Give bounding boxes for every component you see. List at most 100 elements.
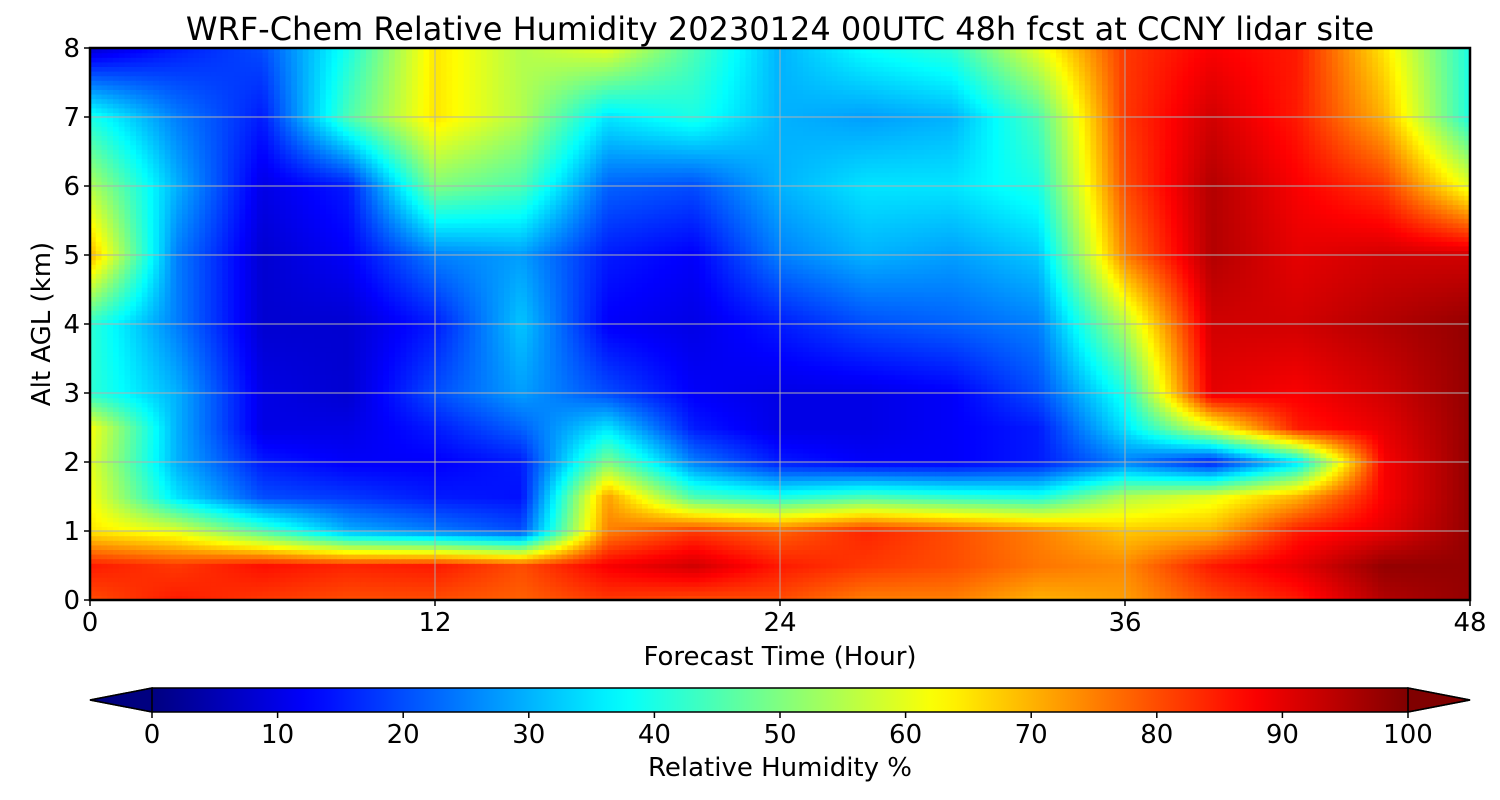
heatmap-cell	[297, 522, 303, 527]
heatmap-cell	[734, 563, 740, 568]
heatmap-cell	[1459, 568, 1465, 573]
heatmap-cell	[297, 563, 303, 568]
heatmap-cell	[1154, 549, 1160, 554]
heatmap-cell	[1407, 568, 1413, 573]
heatmap-cell	[901, 586, 907, 591]
heatmap-cell	[395, 549, 401, 554]
heatmap-cell	[240, 554, 246, 559]
heatmap-cell	[1401, 522, 1407, 527]
heatmap-cell	[337, 582, 343, 587]
heatmap-cell	[843, 582, 849, 587]
heatmap-cell	[470, 545, 476, 550]
heatmap-cell	[401, 508, 407, 513]
heatmap-cell	[889, 563, 895, 568]
heatmap-cell	[1263, 563, 1269, 568]
heatmap-cell	[1062, 586, 1068, 591]
heatmap-cell	[268, 508, 274, 513]
heatmap-cell	[1027, 582, 1033, 587]
heatmap-cell	[567, 586, 573, 591]
heatmap-cell	[1298, 531, 1304, 536]
heatmap-cell	[1217, 554, 1223, 559]
heatmap-cell	[1211, 572, 1217, 577]
heatmap-cell	[659, 577, 665, 582]
heatmap-cell	[935, 559, 941, 564]
heatmap-cell	[148, 554, 154, 559]
heatmap-cell	[516, 517, 522, 522]
heatmap-cell	[573, 586, 579, 591]
heatmap-cell	[1344, 554, 1350, 559]
heatmap-cell	[280, 517, 286, 522]
heatmap-cell	[360, 517, 366, 522]
heatmap-cell	[757, 582, 763, 587]
heatmap-cell	[389, 513, 395, 518]
heatmap-cell	[619, 531, 625, 536]
heatmap-cell	[981, 517, 987, 522]
heatmap-cell	[418, 568, 424, 573]
heatmap-cell	[953, 591, 959, 596]
heatmap-cell	[441, 522, 447, 527]
heatmap-cell	[562, 591, 568, 596]
heatmap-cell	[740, 522, 746, 527]
heatmap-cell	[849, 549, 855, 554]
heatmap-cell	[1326, 522, 1332, 527]
heatmap-cell	[234, 568, 240, 573]
heatmap-cell	[1194, 586, 1200, 591]
heatmap-cell	[498, 554, 504, 559]
heatmap-cell	[372, 536, 378, 541]
heatmap-cell	[1355, 591, 1361, 596]
heatmap-cell	[1223, 549, 1229, 554]
heatmap-cell	[958, 591, 964, 596]
heatmap-cell	[1108, 517, 1114, 522]
heatmap-cell	[1160, 586, 1166, 591]
heatmap-cell	[705, 549, 711, 554]
heatmap-cell	[113, 540, 119, 545]
heatmap-cell	[1240, 559, 1246, 564]
heatmap-cell	[901, 517, 907, 522]
heatmap-cell	[1344, 577, 1350, 582]
heatmap-cell	[1142, 517, 1148, 522]
heatmap-cell	[1027, 517, 1033, 522]
heatmap-cell	[113, 591, 119, 596]
heatmap-cell	[907, 531, 913, 536]
heatmap-cell	[1257, 536, 1263, 541]
heatmap-cell	[562, 554, 568, 559]
heatmap-cell	[194, 531, 200, 536]
heatmap-cell	[1321, 513, 1327, 518]
heatmap-cell	[1050, 549, 1056, 554]
heatmap-cell	[613, 586, 619, 591]
heatmap-cell	[383, 554, 389, 559]
heatmap-cell	[659, 554, 665, 559]
heatmap-cell	[1200, 591, 1206, 596]
heatmap-cell	[1401, 536, 1407, 541]
heatmap-cell	[613, 517, 619, 522]
heatmap-cell	[976, 563, 982, 568]
heatmap-cell	[958, 513, 964, 518]
heatmap-cell	[234, 517, 240, 522]
heatmap-cell	[1108, 531, 1114, 536]
heatmap-cell	[935, 554, 941, 559]
heatmap-cell	[182, 545, 188, 550]
heatmap-cell	[1223, 591, 1229, 596]
heatmap-cell	[1206, 503, 1212, 508]
heatmap-cell	[435, 536, 441, 541]
heatmap-cell	[153, 549, 159, 554]
heatmap-cell	[1194, 503, 1200, 508]
heatmap-cell	[843, 554, 849, 559]
heatmap-cell	[1188, 522, 1194, 527]
heatmap-cell	[717, 591, 723, 596]
heatmap-cell	[815, 568, 821, 573]
heatmap-cell	[912, 522, 918, 527]
heatmap-cell	[1298, 572, 1304, 577]
heatmap-cell	[234, 582, 240, 587]
heatmap-cell	[504, 559, 510, 564]
heatmap-cell	[964, 582, 970, 587]
heatmap-cell	[533, 508, 539, 513]
heatmap-cell	[240, 508, 246, 513]
heatmap-cell	[826, 572, 832, 577]
heatmap-cell	[1039, 591, 1045, 596]
heatmap-cell	[441, 591, 447, 596]
heatmap-cell	[987, 513, 993, 518]
heatmap-cell	[228, 563, 234, 568]
heatmap-cell	[941, 568, 947, 573]
heatmap-cell	[228, 568, 234, 573]
